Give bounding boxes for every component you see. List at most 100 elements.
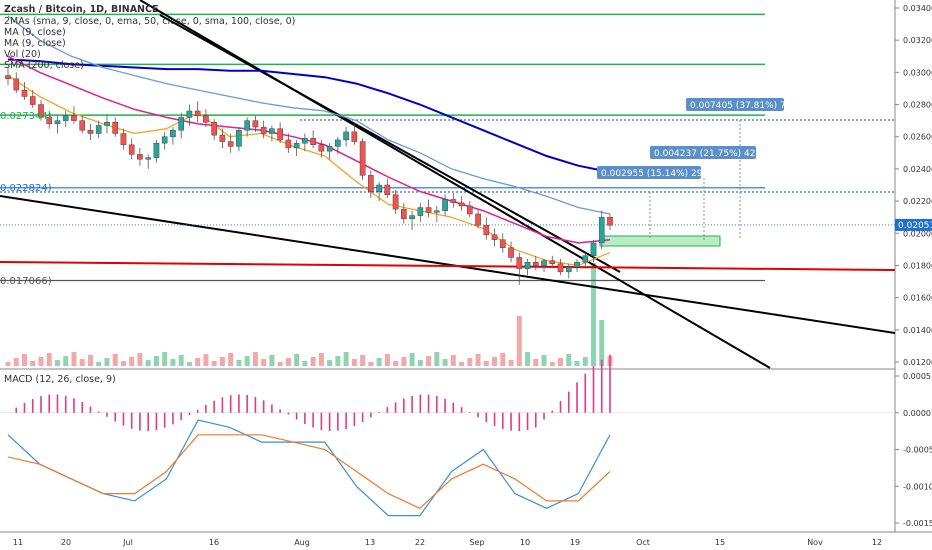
candle-body [236,130,242,147]
volume-bar [170,359,176,366]
time-tick-label: 16 [209,538,219,547]
candle-body [104,122,110,126]
volume-bar [244,356,250,366]
volume-bar [574,361,580,366]
macd-histogram-bar [97,411,100,413]
macd-histogram-bar [378,412,380,413]
macd-histogram-bar [254,397,257,413]
time-tick-label: 22 [415,538,425,547]
macd-histogram-bar [386,407,389,413]
macd-histogram-bar [64,395,67,413]
candle-body [71,115,77,121]
candle-body [549,260,556,265]
study-legend-4[interactable]: Vol (20) [4,49,41,60]
study-legend-5[interactable]: SMA (200, close) [4,60,84,71]
candle-body [120,133,127,145]
left-level-label-2: 0.022824) [0,183,52,194]
candle-body [409,215,415,219]
macd-tick-label: -0.0005 [903,446,932,455]
volume-bar [261,359,267,366]
macd-histogram-bar [394,402,397,413]
candle-body [203,115,209,123]
price-axis[interactable]: 0.034000 0.032000 0.030000 0.028000 0.026000… [0,4,932,367]
macd-histogram-bar [155,412,158,431]
volume-bar [96,362,102,366]
volume-bar [450,355,456,366]
volume-bar [492,357,498,366]
candle-body [532,262,539,266]
macd-histogram-bar [436,395,438,413]
study-legend-2[interactable]: MA (9, close) [4,27,66,38]
volume-bar [87,355,93,366]
candle-body [211,122,217,136]
macd-histogram-bar [501,412,504,430]
candle-body [293,142,300,149]
time-tick-label: 15 [715,538,725,547]
macd-histogram-bar [452,402,455,413]
macd-histogram-bar [427,394,430,413]
price-tick-label: 0.012000 [903,358,932,367]
price-tick-label: 0.014000 [903,326,932,335]
volume-bar [442,359,448,366]
macd-axis[interactable]: 0.0005 0.0000 -0.0005 -0.0010 -0.0015 [895,372,932,528]
candle-body [145,157,151,160]
candle-body [38,104,44,118]
symbol-title[interactable]: Zcash / Bitcoin, 1D, BINANCE [4,4,158,15]
candle-body [79,120,86,131]
support-zone [599,235,721,247]
time-tick-label: Aug [294,538,310,547]
macd-histogram-bar [229,395,232,413]
volume-bar [459,362,465,366]
candle-body [318,144,325,152]
price-tick-label: 0.020000 [903,229,932,238]
volume-bar [368,362,374,366]
candle-body [269,128,275,134]
macd-histogram-bar [518,412,521,432]
candle-body [54,120,61,125]
signal-line [7,434,611,510]
study-legend-1[interactable]: 2MAs (sma, 9, close, 0, ema, 50, close, … [4,16,295,27]
volume-bar [318,353,324,366]
volume-bar [343,352,349,366]
macd-histogram-bar [526,412,529,430]
macd-histogram-bar [205,404,207,413]
current-price-label: 0.020518 [898,221,932,231]
volume-bar [104,358,110,366]
study-legend-3[interactable]: MA (9, close) [4,38,66,49]
candle-body [310,138,316,145]
macd-histogram-bar [337,412,339,431]
time-tick-label: Oct [636,538,650,547]
candle-body [87,130,94,134]
volume-bar [417,360,423,366]
macd-histogram-bar [304,412,306,424]
candle-body [590,242,597,257]
volume-bar [541,355,547,366]
candle-body [565,266,572,273]
volume-bar [599,320,605,366]
volume-bar [483,361,489,366]
volume-bar [79,359,85,366]
candle-body [227,141,234,147]
candle-body [285,139,292,149]
macd-histogram-bar [609,354,611,413]
volume-bar [63,356,69,366]
time-axis[interactable]: 11 20 Jul 16 Aug 13 22 Sep 10 19 Oct 15 Nov 12 [13,538,882,547]
candle-body [46,117,53,125]
price-tick-label: 0.030000 [903,68,932,77]
price-tick-label: 0.034000 [903,4,932,13]
candle-body [351,131,358,142]
macd-histogram-bar [485,412,488,423]
macd-histogram-bar [287,412,290,415]
macd-histogram-bar [271,404,273,413]
sma100-line [7,15,611,215]
macd-histogram-bar [493,412,496,427]
volume-bar [558,358,564,366]
moving-averages [7,15,611,267]
volume-bar [327,360,333,366]
macd-legend[interactable]: MACD (12, 26, close, 9) [4,374,116,385]
macd-histogram-bar [584,373,587,413]
candle-body [95,125,102,134]
macd-histogram-bar [403,398,405,413]
macd-histogram-bar [172,412,174,425]
